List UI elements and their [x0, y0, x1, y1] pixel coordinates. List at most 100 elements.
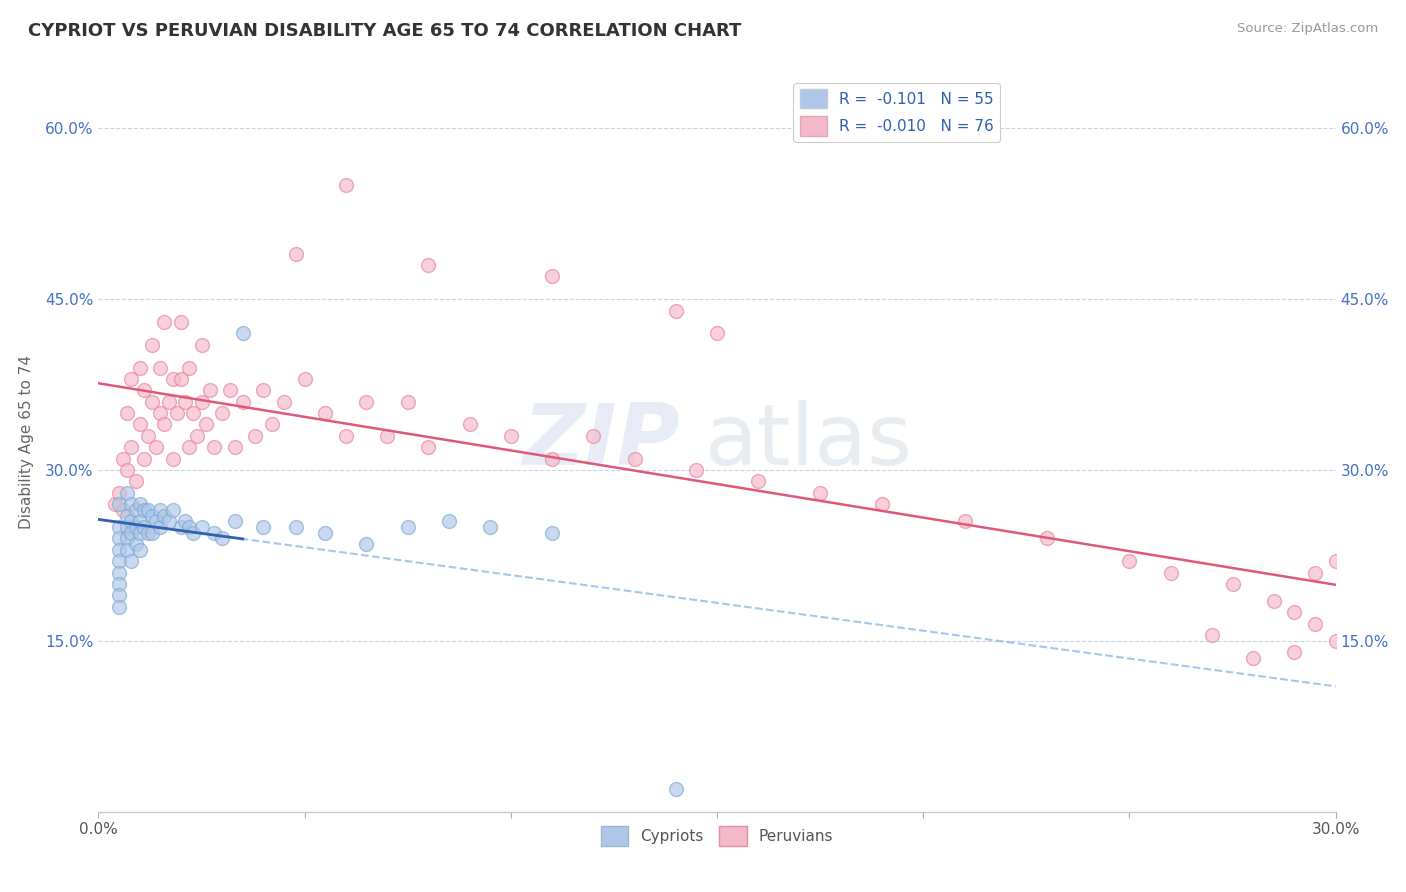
Point	[174, 394, 197, 409]
Point	[273, 394, 295, 409]
Point	[128, 525, 150, 540]
Point	[202, 525, 225, 540]
Point	[252, 520, 274, 534]
Point	[285, 520, 308, 534]
Point	[174, 514, 197, 528]
Point	[1201, 628, 1223, 642]
Point	[1222, 577, 1244, 591]
Point	[162, 372, 184, 386]
Point	[1263, 594, 1285, 608]
Point	[120, 440, 142, 454]
Point	[211, 532, 233, 546]
Point	[157, 394, 180, 409]
Point	[623, 451, 645, 466]
Point	[120, 372, 142, 386]
Point	[108, 554, 131, 568]
Point	[124, 475, 146, 489]
Point	[418, 440, 440, 454]
Point	[108, 588, 131, 602]
Point	[541, 525, 564, 540]
Point	[179, 520, 201, 534]
Point	[1118, 554, 1140, 568]
Point	[117, 463, 139, 477]
Point	[120, 514, 142, 528]
Point	[108, 542, 131, 557]
Point	[141, 337, 163, 351]
Point	[418, 258, 440, 272]
Point	[252, 384, 274, 398]
Point	[870, 497, 893, 511]
Point	[153, 508, 176, 523]
Point	[136, 429, 159, 443]
Point	[117, 508, 139, 523]
Point	[141, 394, 163, 409]
Point	[141, 508, 163, 523]
Text: atlas: atlas	[704, 400, 912, 483]
Point	[120, 554, 142, 568]
Point	[285, 246, 308, 260]
Point	[479, 520, 502, 534]
Point	[190, 520, 212, 534]
Text: Source: ZipAtlas.com: Source: ZipAtlas.com	[1237, 22, 1378, 36]
Point	[190, 337, 212, 351]
Point	[665, 781, 688, 796]
Point	[108, 599, 131, 614]
Point	[356, 537, 378, 551]
Point	[132, 451, 155, 466]
Point	[112, 503, 135, 517]
Point	[108, 566, 131, 580]
Legend: Cypriots, Peruvians: Cypriots, Peruvians	[595, 821, 839, 852]
Point	[112, 451, 135, 466]
Point	[145, 514, 167, 528]
Point	[120, 497, 142, 511]
Point	[198, 384, 221, 398]
Point	[132, 384, 155, 398]
Point	[541, 451, 564, 466]
Point	[124, 537, 146, 551]
Point	[124, 503, 146, 517]
Point	[458, 417, 481, 432]
Point	[136, 503, 159, 517]
Point	[1284, 645, 1306, 659]
Point	[153, 315, 176, 329]
Point	[224, 440, 246, 454]
Point	[314, 525, 336, 540]
Point	[190, 394, 212, 409]
Point	[117, 542, 139, 557]
Point	[194, 417, 217, 432]
Point	[181, 406, 204, 420]
Text: CYPRIOT VS PERUVIAN DISABILITY AGE 65 TO 74 CORRELATION CHART: CYPRIOT VS PERUVIAN DISABILITY AGE 65 TO…	[28, 22, 741, 40]
Text: ZIP: ZIP	[522, 400, 681, 483]
Point	[170, 520, 193, 534]
Point	[149, 520, 172, 534]
Point	[1241, 651, 1264, 665]
Point	[132, 520, 155, 534]
Point	[375, 429, 398, 443]
Point	[1324, 633, 1347, 648]
Point	[232, 394, 254, 409]
Point	[211, 406, 233, 420]
Point	[685, 463, 707, 477]
Point	[149, 406, 172, 420]
Point	[396, 394, 419, 409]
Point	[232, 326, 254, 341]
Point	[108, 497, 131, 511]
Point	[335, 178, 357, 193]
Point	[128, 360, 150, 375]
Point	[108, 532, 131, 546]
Point	[294, 372, 316, 386]
Point	[747, 475, 769, 489]
Point	[499, 429, 522, 443]
Point	[120, 525, 142, 540]
Point	[153, 417, 176, 432]
Point	[162, 451, 184, 466]
Point	[1324, 554, 1347, 568]
Point	[108, 520, 131, 534]
Point	[104, 497, 127, 511]
Point	[1036, 532, 1059, 546]
Point	[582, 429, 605, 443]
Point	[260, 417, 283, 432]
Point	[541, 269, 564, 284]
Point	[128, 514, 150, 528]
Point	[219, 384, 242, 398]
